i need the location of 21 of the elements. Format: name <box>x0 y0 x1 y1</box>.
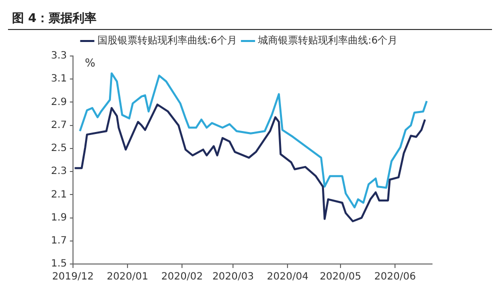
x-tick-label: 2019/12 <box>52 272 94 283</box>
y-tick-label: 2.5 <box>50 143 67 154</box>
y-tick-label: 1.5 <box>50 258 67 270</box>
y-tick-label: 2.1 <box>50 189 67 200</box>
y-tick-label: 2.7 <box>50 120 67 131</box>
y-tick-label: 2.3 <box>50 166 67 178</box>
chart-title: 图 4：票据利率 <box>8 8 492 30</box>
x-tick-label: 2020/06 <box>374 272 416 283</box>
legend-label: 城商银票转贴现利率曲线:6个月 <box>257 34 398 47</box>
y-axis-title: % <box>84 56 96 70</box>
x-tick-label: 2020/02 <box>161 272 203 283</box>
y-tick-label: 1.9 <box>50 212 67 224</box>
y-tick-label: 3.3 <box>50 50 67 62</box>
x-tick-label: 2020/03 <box>212 272 254 283</box>
y-tick-label: 3.1 <box>50 74 67 85</box>
legend-label: 国股银票转贴现利率曲线:6个月 <box>97 34 238 47</box>
x-tick-label: 2020/05 <box>320 272 362 283</box>
y-tick-label: 2.9 <box>50 96 67 108</box>
x-tick-label: 2020/01 <box>106 272 148 283</box>
y-tick-label: 1.7 <box>50 235 67 246</box>
x-tick-label: 2020/04 <box>266 272 308 283</box>
